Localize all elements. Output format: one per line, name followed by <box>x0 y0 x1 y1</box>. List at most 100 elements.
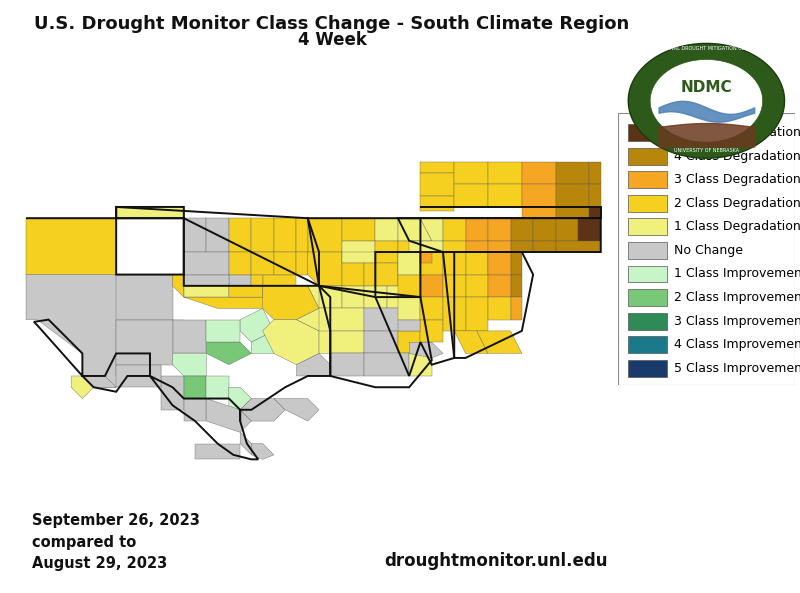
Polygon shape <box>466 241 488 252</box>
Polygon shape <box>297 252 308 275</box>
Polygon shape <box>443 275 466 297</box>
Polygon shape <box>195 444 240 460</box>
Polygon shape <box>206 342 251 365</box>
Text: 3 Class Degradation: 3 Class Degradation <box>674 173 800 186</box>
Polygon shape <box>262 286 319 320</box>
Polygon shape <box>184 275 229 297</box>
Text: 4 Class Improvement: 4 Class Improvement <box>674 338 800 351</box>
Polygon shape <box>184 398 206 421</box>
Polygon shape <box>533 218 556 241</box>
Polygon shape <box>26 275 116 387</box>
Polygon shape <box>319 308 364 331</box>
Polygon shape <box>240 398 286 421</box>
Polygon shape <box>116 275 173 320</box>
FancyBboxPatch shape <box>628 195 667 212</box>
Polygon shape <box>229 275 251 286</box>
Polygon shape <box>510 252 522 275</box>
Polygon shape <box>173 320 206 353</box>
Polygon shape <box>251 252 274 275</box>
Polygon shape <box>251 444 274 460</box>
Polygon shape <box>488 252 510 275</box>
Polygon shape <box>342 286 364 308</box>
Polygon shape <box>578 218 601 241</box>
Polygon shape <box>274 218 297 252</box>
Polygon shape <box>297 286 330 353</box>
Polygon shape <box>297 353 330 376</box>
Polygon shape <box>488 184 522 207</box>
Polygon shape <box>364 353 409 376</box>
Polygon shape <box>650 59 762 142</box>
Polygon shape <box>409 286 421 308</box>
Polygon shape <box>262 320 319 365</box>
Text: 2 Class Degradation: 2 Class Degradation <box>674 197 800 210</box>
Polygon shape <box>488 218 510 241</box>
Polygon shape <box>173 275 319 308</box>
Polygon shape <box>466 218 488 241</box>
Polygon shape <box>421 218 443 241</box>
Polygon shape <box>206 320 240 342</box>
Polygon shape <box>251 218 274 252</box>
Polygon shape <box>488 252 510 275</box>
FancyBboxPatch shape <box>628 218 667 235</box>
Polygon shape <box>409 353 432 376</box>
Polygon shape <box>274 252 297 275</box>
Polygon shape <box>229 252 251 275</box>
Polygon shape <box>443 241 466 252</box>
Polygon shape <box>162 376 184 410</box>
Text: 5 Class Improvement: 5 Class Improvement <box>674 362 800 375</box>
Text: September 26, 2023
compared to
August 29, 2023: September 26, 2023 compared to August 29… <box>32 513 200 571</box>
Polygon shape <box>116 207 184 218</box>
Polygon shape <box>364 331 398 353</box>
Polygon shape <box>251 275 262 286</box>
Polygon shape <box>319 286 342 308</box>
Polygon shape <box>466 252 488 275</box>
FancyBboxPatch shape <box>628 242 667 259</box>
Polygon shape <box>229 218 251 252</box>
Polygon shape <box>409 241 443 252</box>
Polygon shape <box>488 162 522 184</box>
Text: 4 Week: 4 Week <box>298 31 366 49</box>
Polygon shape <box>206 218 229 252</box>
Polygon shape <box>421 320 443 342</box>
Polygon shape <box>173 353 206 376</box>
Polygon shape <box>206 376 229 398</box>
Polygon shape <box>330 353 364 376</box>
Polygon shape <box>342 241 375 263</box>
Polygon shape <box>421 297 443 320</box>
Polygon shape <box>409 308 421 331</box>
Polygon shape <box>421 252 432 263</box>
Polygon shape <box>364 263 375 286</box>
Polygon shape <box>297 218 308 252</box>
Polygon shape <box>206 398 251 432</box>
Polygon shape <box>251 331 286 353</box>
Text: NATIONAL DROUGHT MITIGATION CENTER: NATIONAL DROUGHT MITIGATION CENTER <box>655 46 758 51</box>
Text: U.S. Drought Monitor Class Change - South Climate Region: U.S. Drought Monitor Class Change - Sout… <box>34 15 630 33</box>
Polygon shape <box>398 275 421 297</box>
Polygon shape <box>454 331 488 353</box>
Polygon shape <box>398 218 421 241</box>
Text: 1 Class Degradation: 1 Class Degradation <box>674 221 800 234</box>
Polygon shape <box>556 218 578 241</box>
FancyBboxPatch shape <box>628 336 667 353</box>
Text: NDMC: NDMC <box>681 80 732 95</box>
Polygon shape <box>488 241 510 252</box>
Polygon shape <box>421 173 454 196</box>
Polygon shape <box>330 331 364 353</box>
Polygon shape <box>240 432 251 455</box>
Polygon shape <box>454 184 488 207</box>
Polygon shape <box>533 241 556 252</box>
Polygon shape <box>454 162 488 184</box>
Polygon shape <box>398 297 421 320</box>
Polygon shape <box>342 252 375 263</box>
Polygon shape <box>229 387 251 410</box>
Polygon shape <box>229 275 262 297</box>
Polygon shape <box>262 275 297 286</box>
FancyBboxPatch shape <box>618 113 795 385</box>
Polygon shape <box>71 376 94 398</box>
Polygon shape <box>375 218 398 241</box>
Text: 2 Class Improvement: 2 Class Improvement <box>674 291 800 304</box>
Text: 4 Class Degradation: 4 Class Degradation <box>674 149 800 162</box>
Polygon shape <box>421 275 443 297</box>
Polygon shape <box>116 365 162 387</box>
Polygon shape <box>556 207 590 218</box>
